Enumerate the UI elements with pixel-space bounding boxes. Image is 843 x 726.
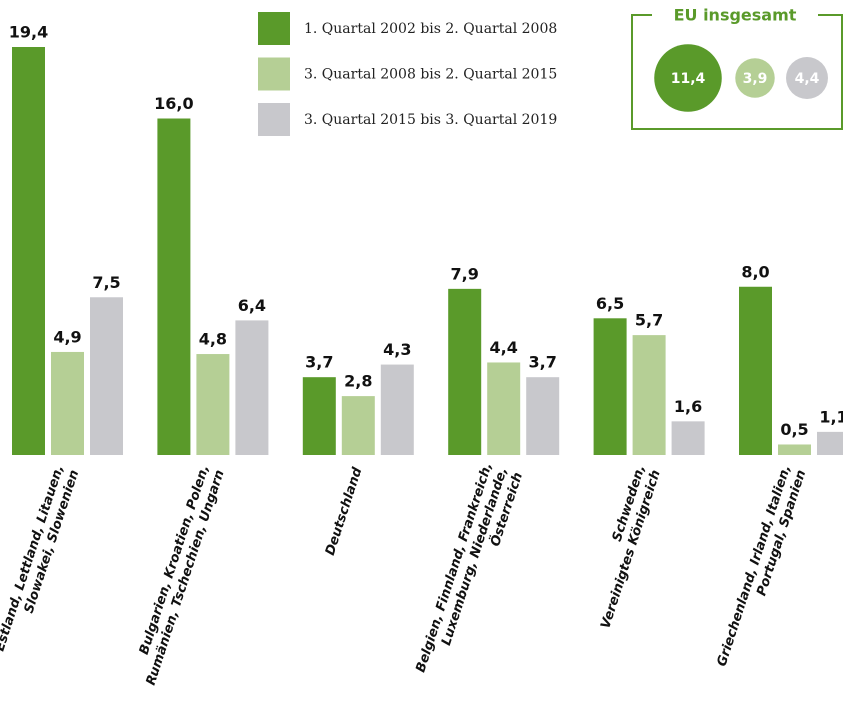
bar <box>90 297 123 455</box>
legend-label: 1. Quartal 2002 bis 2. Quartal 2008 <box>304 21 557 37</box>
value-label: 3,7 <box>529 353 557 372</box>
x-tick-label: Griechenland, Irland, Italien, <box>715 463 794 668</box>
value-label: 6,4 <box>238 296 266 315</box>
value-label: 1,6 <box>674 397 702 416</box>
value-label: 7,9 <box>451 264 479 283</box>
value-label: 7,5 <box>92 273 120 292</box>
bar <box>778 444 811 455</box>
bar <box>817 431 843 455</box>
bar <box>526 377 560 455</box>
bar <box>302 377 336 455</box>
eu-value-label: 3,9 <box>743 71 768 87</box>
value-label: 6,5 <box>596 294 624 313</box>
legend-swatch <box>258 12 290 45</box>
eu-circle <box>654 44 722 112</box>
bar <box>593 318 627 455</box>
bar <box>196 354 230 455</box>
eu-title: EU insgesamt <box>674 6 797 25</box>
legend-label: 3. Quartal 2015 bis 3. Quartal 2019 <box>304 112 557 128</box>
bar <box>448 288 482 455</box>
x-tick-label: Deutschland <box>323 465 366 557</box>
value-label: 4,9 <box>53 327 81 346</box>
eu-circle <box>786 57 828 99</box>
bar <box>12 47 45 455</box>
value-label: 4,8 <box>199 330 227 349</box>
bar <box>632 335 666 455</box>
legend-swatch <box>258 103 290 136</box>
bar <box>380 364 414 455</box>
value-label: 19,4 <box>9 23 48 42</box>
eu-value-label: 4,4 <box>795 71 820 87</box>
value-label: 8,0 <box>741 262 769 281</box>
bar <box>487 362 521 455</box>
value-label: 1,1 <box>819 407 843 426</box>
legend-swatch <box>258 57 290 91</box>
value-label: 2,8 <box>344 372 372 391</box>
x-tick-label: Estland, Lettland, Litauen, <box>0 463 67 653</box>
eu-value-label: 11,4 <box>671 71 706 87</box>
value-label: 3,7 <box>305 353 333 372</box>
value-label: 16,0 <box>154 94 193 113</box>
eu-circle <box>735 58 775 98</box>
value-label: 5,7 <box>635 311 663 330</box>
bar <box>739 286 772 455</box>
bar <box>51 351 84 455</box>
value-label: 4,3 <box>383 340 411 359</box>
bar <box>235 320 269 455</box>
bar <box>671 421 705 455</box>
bar <box>157 118 191 455</box>
value-label: 0,5 <box>780 420 808 439</box>
legend-label: 3. Quartal 2008 bis 2. Quartal 2015 <box>304 67 557 83</box>
bar <box>341 396 375 455</box>
eu-title-bg <box>652 5 818 27</box>
value-label: 4,4 <box>490 338 518 357</box>
